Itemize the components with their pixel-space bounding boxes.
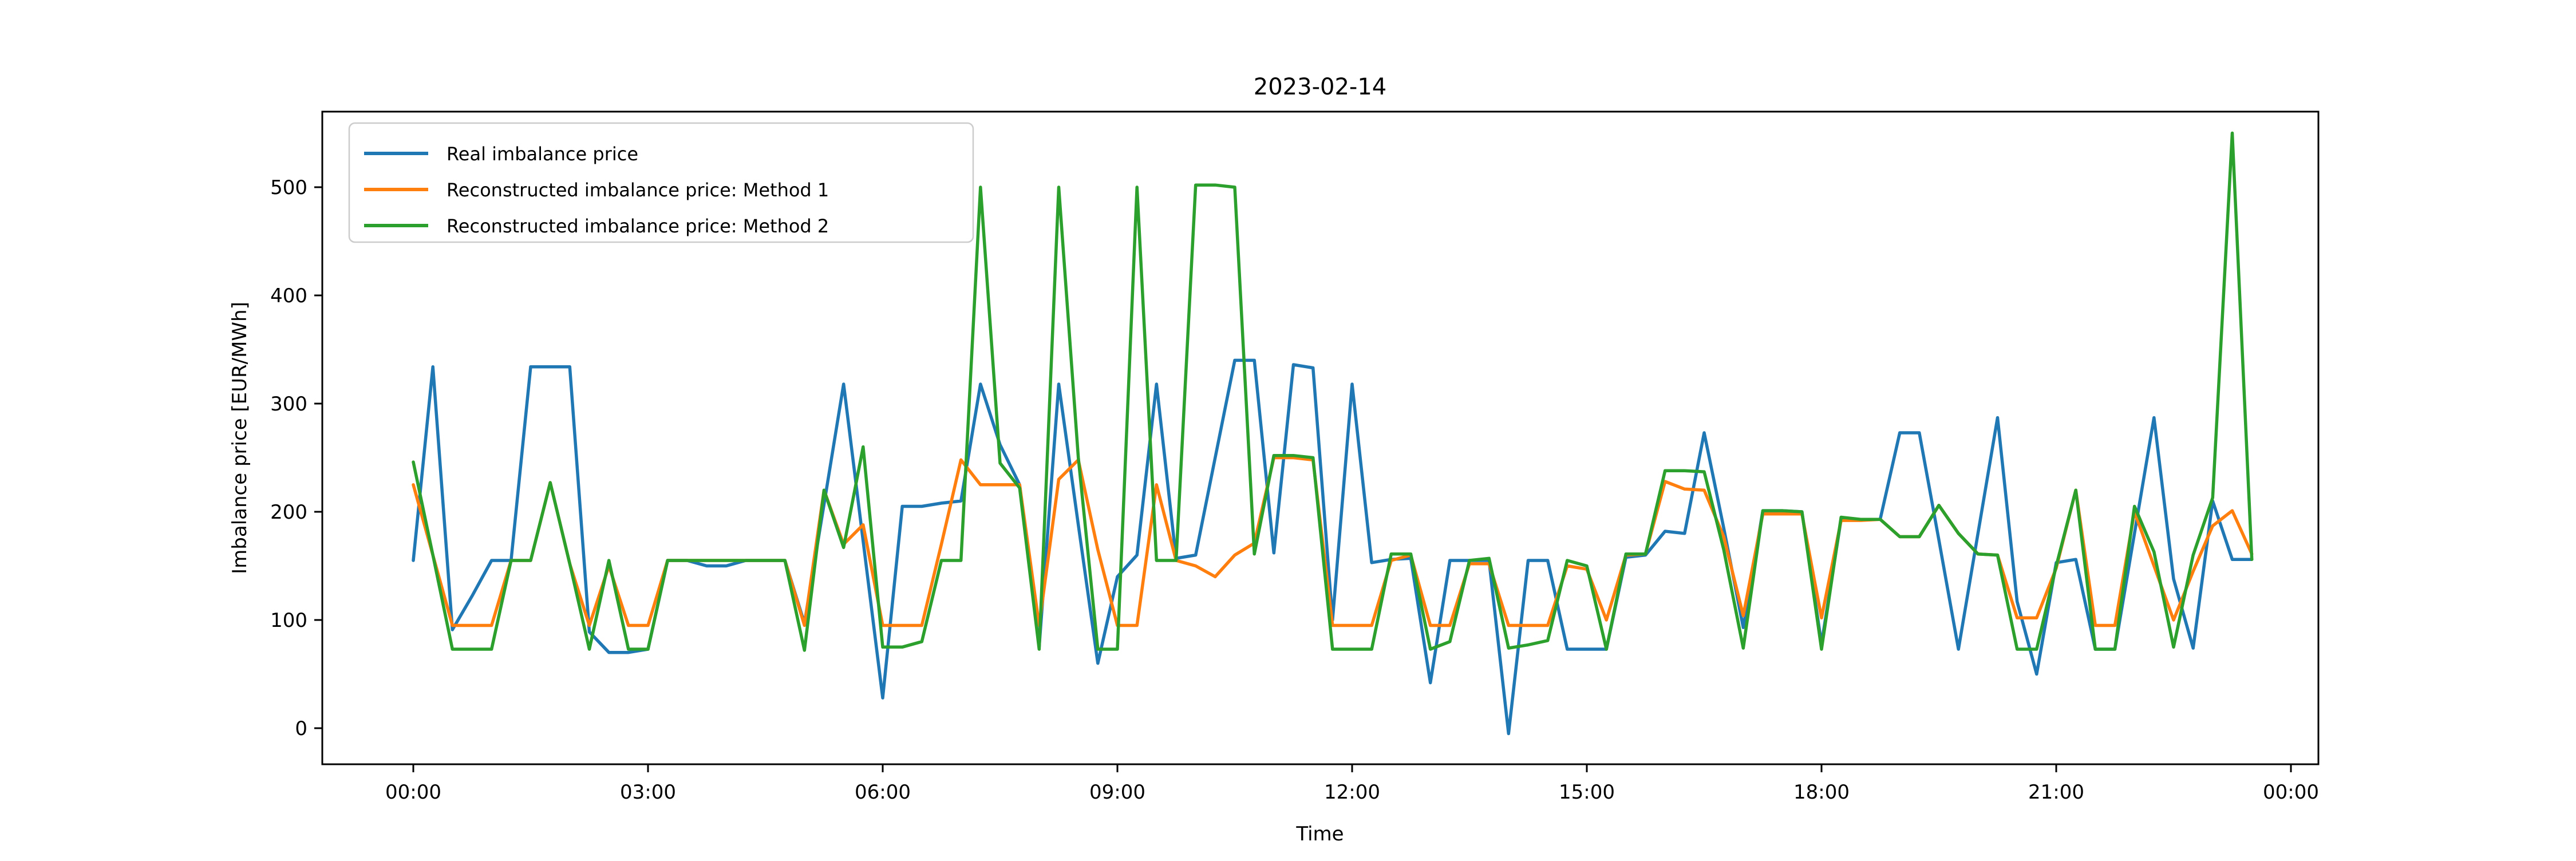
y-axis-label: Imbalance price [EUR/MWh] <box>228 302 251 574</box>
x-tick-label: 00:00 <box>2263 781 2319 804</box>
x-tick-label: 18:00 <box>1793 781 1850 804</box>
y-tick-label: 200 <box>270 501 307 524</box>
legend-label: Real imbalance price <box>447 143 638 165</box>
legend-label: Reconstructed imbalance price: Method 1 <box>447 179 829 201</box>
legend-box <box>348 122 974 243</box>
y-tick-label: 300 <box>270 393 307 416</box>
x-tick-label: 09:00 <box>1089 781 1145 804</box>
x-tick-label: 15:00 <box>1559 781 1615 804</box>
x-tick-label: 12:00 <box>1324 781 1380 804</box>
y-tick-label: 100 <box>270 609 307 632</box>
x-axis-label: Time <box>1295 823 1344 846</box>
legend-label: Reconstructed imbalance price: Method 2 <box>447 215 829 237</box>
series-reconstructed-method-2 <box>412 131 2254 652</box>
x-tick-label: 21:00 <box>2028 781 2084 804</box>
y-tick-label: 500 <box>270 176 307 199</box>
x-tick-label: 06:00 <box>855 781 911 804</box>
y-tick-label: 400 <box>270 285 307 307</box>
axes-frame <box>321 110 2320 765</box>
chart-title: 2023-02-14 <box>1254 74 1386 100</box>
x-tick-label: 03:00 <box>620 781 676 804</box>
y-tick-label: 0 <box>295 717 307 740</box>
x-tick-label: 00:00 <box>385 781 441 804</box>
series-real-imbalance-price <box>412 358 2254 736</box>
